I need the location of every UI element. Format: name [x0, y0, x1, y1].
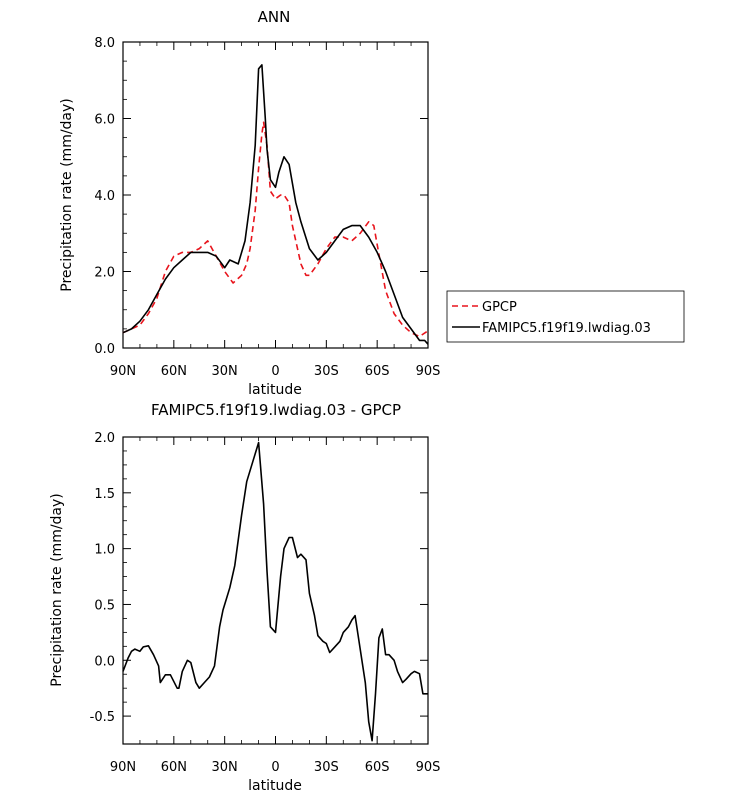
legend-box: [446, 290, 685, 343]
bottom-series-line-0: [122, 441, 428, 742]
top-y-tick-label: 2.0: [94, 266, 115, 281]
bottom-y-tick-label: 2.0: [94, 431, 115, 446]
top-x-tick-label: 60N: [161, 364, 187, 379]
top-x-tick-label: 30N: [212, 364, 238, 379]
bottom-x-tick-label: 90S: [416, 760, 441, 775]
bottom-y-tick-label: -0.5: [90, 710, 115, 725]
bottom-panel: FAMIPC5.f19f19.lwdiag.03 - GPCP -0.5 0.0 0…: [49, 401, 440, 794]
top-series-line-0: [122, 121, 429, 338]
top-x-ticks: 90N 60N 30N 0 30S 60S 90S: [110, 42, 441, 379]
bottom-x-tick-label: 60N: [161, 760, 187, 775]
top-x-axis-label: latitude: [248, 382, 302, 398]
bottom-y-axis-label: Precipitation rate (mm/day): [49, 493, 65, 687]
bottom-y-tick-label: 0.0: [94, 654, 115, 669]
top-x-tick-label: 90S: [416, 364, 441, 379]
bottom-series-lines: [122, 441, 428, 742]
top-y-ticks: 0.0 2.0 4.0 6.0 8.0: [94, 36, 428, 357]
top-x-tick-label: 60S: [365, 364, 390, 379]
bottom-plot-frame: [122, 436, 429, 745]
top-x-tick-label: 0: [271, 364, 279, 379]
top-y-tick-label: 6.0: [94, 113, 115, 128]
bottom-x-tick-label: 30S: [314, 760, 339, 775]
legend-label-model: FAMIPC5.f19f19.lwdiag.03: [482, 321, 651, 336]
bottom-x-tick-label: 60S: [365, 760, 390, 775]
top-chart-title: ANN: [258, 8, 291, 26]
bottom-y-tick-label: 0.5: [94, 598, 115, 613]
bottom-x-ticks: 90N 60N 30N 0 30S 60S 90S: [110, 437, 441, 775]
top-series-line-1: [122, 64, 429, 345]
bottom-chart-title: FAMIPC5.f19f19.lwdiag.03 - GPCP: [151, 401, 401, 419]
bottom-x-axis-label: latitude: [248, 778, 302, 794]
bottom-y-tick-label: 1.5: [94, 487, 115, 502]
top-series-lines: [122, 64, 429, 345]
top-y-tick-label: 4.0: [94, 189, 115, 204]
top-panel: ANN 0.02.04.06.08.0 90N 60N 30N 0 30S 60S 90S …: [59, 8, 440, 398]
legend: GPCP FAMIPC5.f19f19.lwdiag.03: [446, 290, 685, 343]
bottom-y-ticks: -0.5 0.0 0.5 1.0 1.5 2.0: [90, 431, 428, 725]
top-y-axis-label: Precipitation rate (mm/day): [59, 98, 75, 292]
bottom-x-tick-label: 0: [271, 760, 279, 775]
legend-label-gpcp: GPCP: [482, 300, 517, 315]
bottom-x-tick-label: 90N: [110, 760, 136, 775]
bottom-x-tick-label: 30N: [212, 760, 238, 775]
top-plot-frame: [122, 41, 429, 349]
top-y-tick-label: 0.0: [94, 342, 115, 357]
top-y-tick-label: 8.0: [94, 36, 115, 51]
bottom-y-tick-label: 1.0: [94, 543, 115, 558]
top-x-tick-label: 90N: [110, 364, 136, 379]
top-x-tick-label: 30S: [314, 364, 339, 379]
